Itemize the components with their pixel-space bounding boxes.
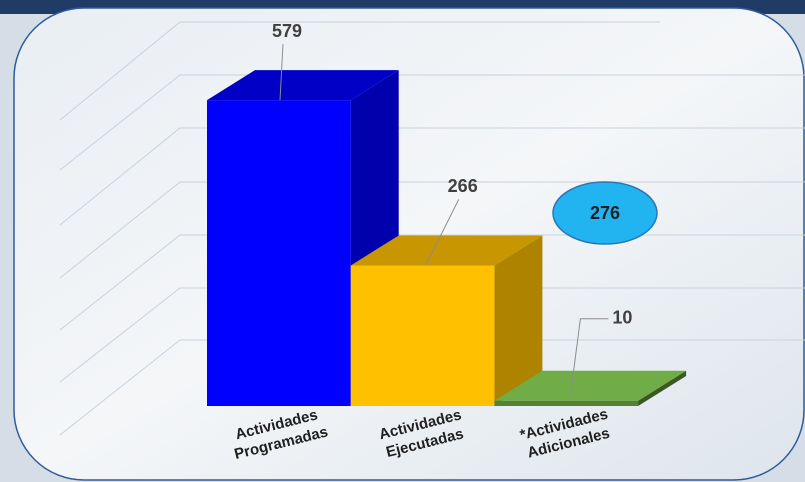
chart: 276 579ActividadesProgramadas266Activida…: [0, 0, 805, 482]
page: 276 579ActividadesProgramadas266Activida…: [0, 0, 805, 482]
bar-front: [494, 401, 638, 406]
bar: [351, 235, 543, 406]
bar-front: [351, 265, 495, 406]
data-label: 10: [612, 307, 632, 327]
data-label: 579: [272, 21, 302, 41]
data-label: 266: [448, 176, 478, 196]
annotation: 276: [590, 203, 620, 223]
bar-front: [207, 100, 351, 406]
